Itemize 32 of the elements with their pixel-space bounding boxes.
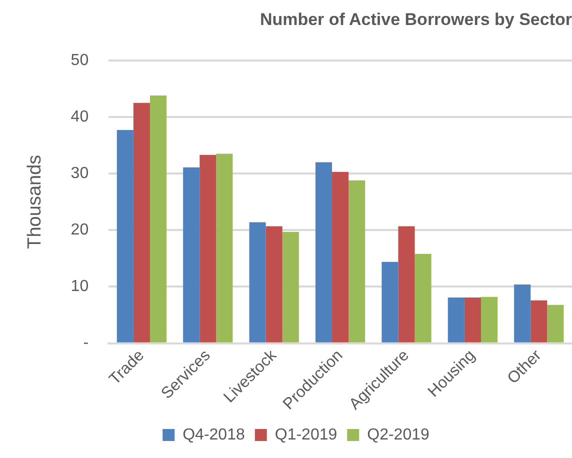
bar xyxy=(514,284,531,342)
y-tick-label: 40 xyxy=(70,108,89,126)
bar xyxy=(448,298,464,342)
y-tick-label: 10 xyxy=(70,278,89,296)
bar xyxy=(282,232,299,342)
bar xyxy=(464,298,481,342)
bar xyxy=(116,130,134,342)
bar xyxy=(382,262,398,342)
bar xyxy=(414,254,432,342)
y-tick-label: 30 xyxy=(70,164,89,182)
y-tick-label: 50 xyxy=(70,52,89,69)
bar xyxy=(398,226,415,342)
y-tick-label: - xyxy=(83,334,89,352)
bar xyxy=(530,300,548,342)
chart-title: Number of Active Borrowers by Sector xyxy=(260,10,572,29)
bar xyxy=(266,226,282,342)
bar xyxy=(315,162,332,342)
bar xyxy=(216,154,233,342)
legend-label: Q4-2018 xyxy=(182,426,245,444)
bar xyxy=(183,167,200,342)
bar xyxy=(150,95,167,342)
legend-label: Q2-2019 xyxy=(367,426,430,444)
y-axis-title: Thousands xyxy=(24,154,46,249)
bar xyxy=(332,172,349,342)
y-tick-label: 20 xyxy=(70,222,89,239)
bar xyxy=(249,222,266,342)
bar xyxy=(200,154,216,342)
bar xyxy=(480,296,498,342)
legend-label: Q1-2019 xyxy=(274,426,338,444)
bar xyxy=(133,102,150,342)
bar xyxy=(547,304,564,342)
bar xyxy=(348,180,366,342)
